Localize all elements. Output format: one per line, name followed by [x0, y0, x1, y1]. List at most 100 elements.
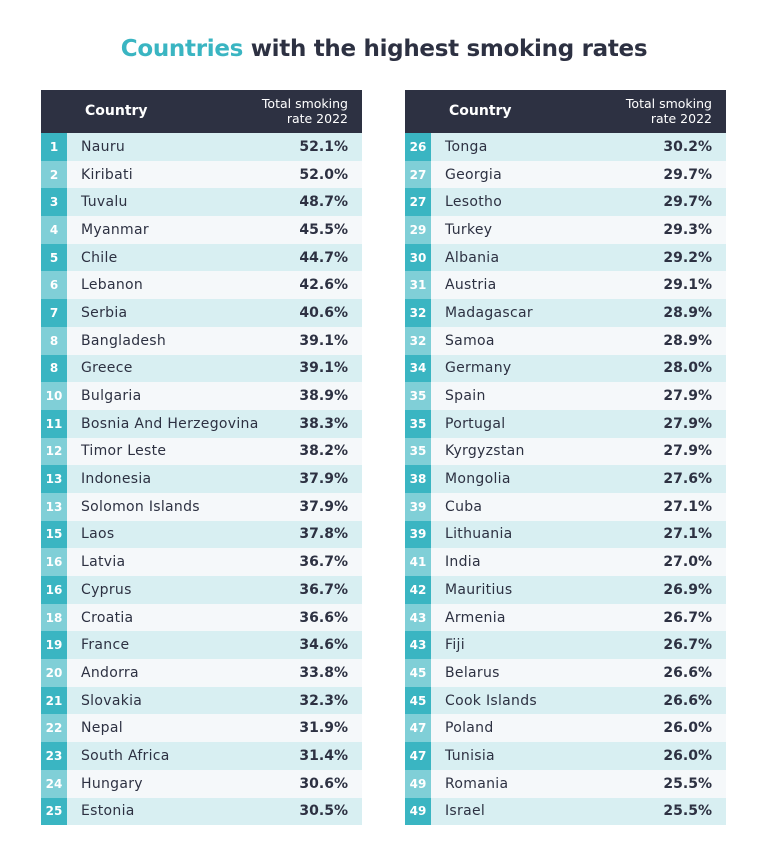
- table-row: 43 Armenia 26.7%: [405, 603, 726, 632]
- rate-cell: 28.0%: [663, 360, 712, 377]
- country-cell: Cyprus: [81, 581, 132, 598]
- ranking-table-left: Country Total smoking rate 2022 1 Nauru 5…: [41, 90, 362, 826]
- table-row: 21 Slovakia 32.3%: [41, 686, 362, 715]
- page-title: Countries with the highest smoking rates: [0, 36, 768, 62]
- header-rate-line2: rate 2022: [650, 111, 712, 126]
- rate-cell: 31.9%: [299, 720, 348, 737]
- rate-cell: 34.6%: [299, 637, 348, 654]
- title-accent: Countries: [120, 36, 244, 62]
- country-cell: Kyrgyzstan: [445, 443, 525, 460]
- table-row: 47 Tunisia 26.0%: [405, 742, 726, 770]
- rank-cell: 47: [405, 742, 431, 770]
- rank-cell: 11: [41, 409, 67, 438]
- rank-cell: 24: [41, 769, 67, 798]
- country-cell: Croatia: [81, 609, 134, 626]
- country-cell: Indonesia: [81, 471, 152, 488]
- table-row: 13 Solomon Islands 37.9%: [41, 492, 362, 521]
- rate-cell: 37.9%: [299, 498, 348, 515]
- table-row: 11 Bosnia And Herzegovina 38.3%: [41, 409, 362, 438]
- country-cell: Poland: [445, 720, 494, 737]
- table-row: 29 Turkey 29.3%: [405, 216, 726, 244]
- rate-cell: 36.7%: [299, 581, 348, 598]
- rank-cell: 49: [405, 797, 431, 826]
- rate-cell: 38.9%: [299, 388, 348, 405]
- rate-cell: 27.0%: [663, 554, 712, 571]
- rank-cell: 31: [405, 271, 431, 300]
- rate-cell: 26.0%: [663, 720, 712, 737]
- table-row: 8 Greece 39.1%: [41, 354, 362, 383]
- country-cell: Georgia: [445, 166, 502, 183]
- table-row: 2 Kiribati 52.0%: [41, 160, 362, 189]
- table-row: 30 Albania 29.2%: [405, 243, 726, 272]
- rank-cell: 26: [405, 133, 431, 161]
- country-cell: Spain: [445, 388, 486, 405]
- table-row: 41 India 27.0%: [405, 548, 726, 576]
- table-row: 18 Croatia 36.6%: [41, 603, 362, 632]
- country-cell: Bulgaria: [81, 388, 142, 405]
- rank-cell: 18: [41, 603, 67, 632]
- table-row: 16 Cyprus 36.7%: [41, 576, 362, 604]
- table-row: 39 Cuba 27.1%: [405, 492, 726, 521]
- rate-cell: 48.7%: [299, 194, 348, 211]
- table-row: 32 Samoa 28.9%: [405, 326, 726, 355]
- rank-cell: 20: [41, 659, 67, 687]
- rate-cell: 26.6%: [663, 664, 712, 681]
- rank-cell: 8: [41, 354, 67, 383]
- rate-cell: 29.1%: [663, 277, 712, 294]
- rank-cell: 38: [405, 465, 431, 493]
- rank-cell: 30: [405, 243, 431, 272]
- rate-cell: 44.7%: [299, 249, 348, 266]
- country-cell: Madagascar: [445, 304, 533, 321]
- rank-cell: 23: [41, 742, 67, 770]
- rate-cell: 26.0%: [663, 747, 712, 764]
- rank-cell: 29: [405, 216, 431, 244]
- country-cell: Tunisia: [445, 747, 495, 764]
- country-cell: Lebanon: [81, 277, 144, 294]
- country-cell: Mauritius: [445, 581, 513, 598]
- rank-cell: 49: [405, 769, 431, 798]
- rate-cell: 30.2%: [663, 138, 712, 155]
- table-row: 3 Tuvalu 48.7%: [41, 188, 362, 217]
- country-cell: Cuba: [445, 498, 483, 515]
- rate-cell: 38.2%: [299, 443, 348, 460]
- country-cell: Nauru: [81, 138, 126, 155]
- table-row: 31 Austria 29.1%: [405, 271, 726, 300]
- rate-cell: 27.6%: [663, 471, 712, 488]
- table-row: 34 Germany 28.0%: [405, 354, 726, 383]
- rate-cell: 28.9%: [663, 332, 712, 349]
- rate-cell: 27.9%: [663, 415, 712, 432]
- rank-cell: 32: [405, 326, 431, 355]
- country-cell: Portugal: [445, 415, 506, 432]
- country-cell: Nepal: [81, 720, 123, 737]
- rate-cell: 28.9%: [663, 304, 712, 321]
- header-rate: Total smoking rate 2022: [262, 96, 348, 126]
- rate-cell: 42.6%: [299, 277, 348, 294]
- table-row: 12 Timor Leste 38.2%: [41, 437, 362, 466]
- rank-cell: 2: [41, 160, 67, 189]
- table-row: 49 Romania 25.5%: [405, 769, 726, 798]
- table-row: 6 Lebanon 42.6%: [41, 271, 362, 300]
- table-row: 27 Georgia 29.7%: [405, 160, 726, 189]
- country-cell: Laos: [81, 526, 115, 543]
- rate-cell: 27.1%: [663, 526, 712, 543]
- rank-cell: 16: [41, 576, 67, 604]
- rate-cell: 36.7%: [299, 554, 348, 571]
- rate-cell: 40.6%: [299, 304, 348, 321]
- country-cell: Greece: [81, 360, 133, 377]
- table-row: 7 Serbia 40.6%: [41, 299, 362, 327]
- table-row: 35 Kyrgyzstan 27.9%: [405, 437, 726, 466]
- rank-cell: 16: [41, 548, 67, 576]
- country-cell: Lesotho: [445, 194, 503, 211]
- rate-cell: 52.0%: [299, 166, 348, 183]
- country-cell: Bosnia And Herzegovina: [81, 415, 259, 432]
- table-row: 35 Spain 27.9%: [405, 382, 726, 410]
- rank-cell: 13: [41, 465, 67, 493]
- header-rate-line1: Total smoking: [625, 96, 712, 111]
- rate-cell: 26.7%: [663, 637, 712, 654]
- country-cell: Romania: [445, 775, 509, 792]
- country-cell: Turkey: [445, 221, 493, 238]
- country-cell: Germany: [445, 360, 512, 377]
- rate-cell: 29.7%: [663, 194, 712, 211]
- table-row: 27 Lesotho 29.7%: [405, 188, 726, 217]
- rank-cell: 43: [405, 603, 431, 632]
